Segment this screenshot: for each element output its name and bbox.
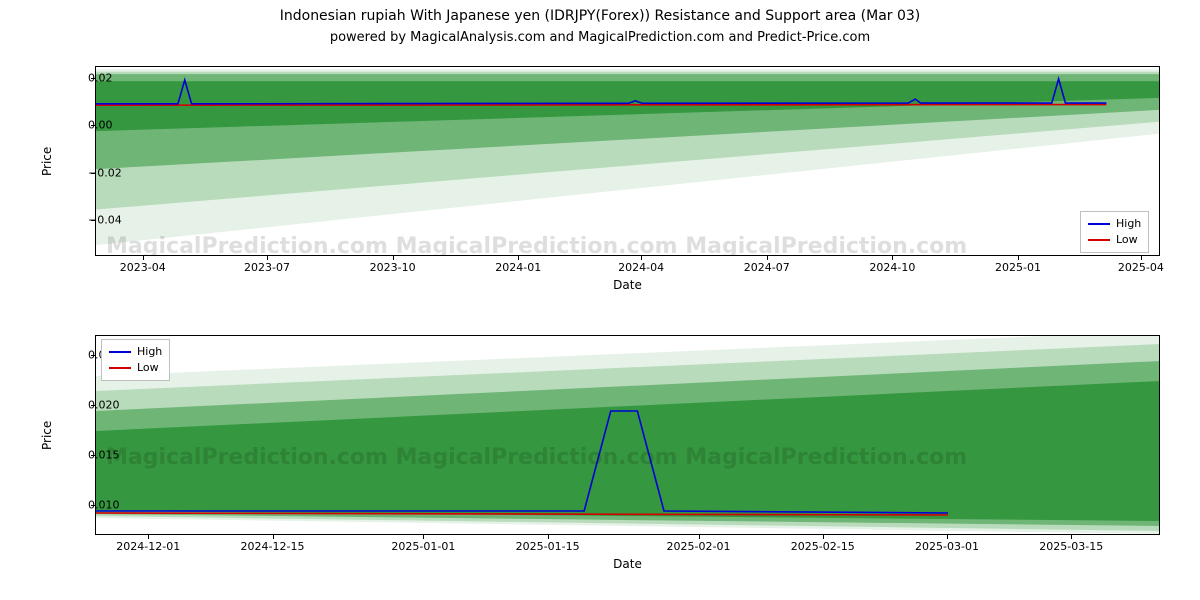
xtick-label: 2024-10 [869, 261, 915, 274]
xtick-label: 2025-03-01 [915, 540, 979, 553]
top-chart-svg [96, 67, 1160, 256]
bottom-chart-panel: MagicalPrediction.com MagicalPrediction.… [95, 335, 1160, 535]
legend-row-high: High [109, 344, 162, 360]
bottom-chart-legend: High Low [101, 339, 170, 381]
bottom-chart-svg [96, 336, 1160, 535]
legend-label-high: High [1116, 216, 1141, 232]
xtick-label: 2025-01-01 [391, 540, 455, 553]
legend-label-high: High [137, 344, 162, 360]
legend-row-high: High [1088, 216, 1141, 232]
chart-subtitle: powered by MagicalAnalysis.com and Magic… [0, 30, 1200, 45]
xtick-label: 2023-10 [370, 261, 416, 274]
xtick-label: 2025-02-15 [791, 540, 855, 553]
figure: Indonesian rupiah With Japanese yen (IDR… [0, 0, 1200, 600]
chart-title: Indonesian rupiah With Japanese yen (IDR… [0, 8, 1200, 24]
legend-label-low: Low [1116, 232, 1138, 248]
bottom-chart-xlabel: Date [95, 557, 1160, 571]
xtick-label: 2025-03-15 [1039, 540, 1103, 553]
xtick-label: 2024-12-01 [116, 540, 180, 553]
legend-swatch-low [1088, 239, 1110, 241]
xtick-label: 2023-04 [120, 261, 166, 274]
xtick-label: 2024-04 [618, 261, 664, 274]
legend-row-low: Low [109, 360, 162, 376]
xtick-label: 2023-07 [244, 261, 290, 274]
xtick-label: 2025-02-01 [667, 540, 731, 553]
legend-row-low: Low [1088, 232, 1141, 248]
xtick-label: 2024-01 [495, 261, 541, 274]
xtick-label: 2025-01 [995, 261, 1041, 274]
legend-swatch-low [109, 367, 131, 369]
xtick-label: 2025-04 [1118, 261, 1164, 274]
xtick-label: 2024-12-15 [241, 540, 305, 553]
xtick-label: 2024-07 [744, 261, 790, 274]
xtick-label: 2025-01-15 [516, 540, 580, 553]
top-chart-legend: High Low [1080, 211, 1149, 253]
top-chart-ylabel: Price [40, 147, 54, 176]
top-chart-xlabel: Date [95, 278, 1160, 292]
bottom-chart-ylabel: Price [40, 421, 54, 450]
legend-swatch-high [109, 351, 131, 353]
top-chart-panel: MagicalPrediction.com MagicalPrediction.… [95, 66, 1160, 256]
legend-swatch-high [1088, 223, 1110, 225]
legend-label-low: Low [137, 360, 159, 376]
